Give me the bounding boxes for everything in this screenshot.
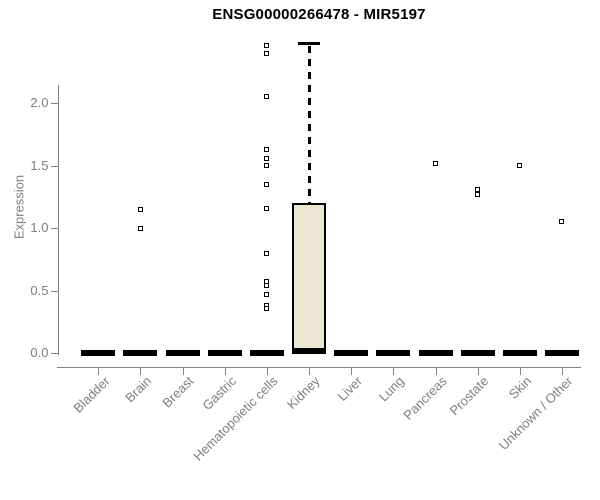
median-bar: [376, 350, 411, 356]
y-tick-label: 0.5: [30, 282, 49, 298]
x-tick: [224, 368, 226, 375]
x-tick: [309, 368, 311, 375]
outlier-point: [137, 225, 143, 231]
outlier-point: [559, 219, 565, 225]
x-tick-label: Lung: [376, 373, 408, 405]
y-axis-line: [57, 85, 59, 355]
outlier-point: [264, 250, 270, 256]
x-tick: [351, 368, 353, 375]
outlier-point: [264, 146, 270, 152]
outlier-point: [264, 305, 270, 311]
median-bar: [123, 350, 158, 356]
x-tick: [561, 368, 563, 375]
outlier-point: [264, 181, 270, 187]
x-tick-label: Kidney: [284, 373, 323, 413]
outlier-point: [264, 43, 270, 48]
whisker-line: [307, 46, 311, 203]
x-tick: [182, 368, 184, 375]
x-tick-label: Pancreas: [399, 373, 450, 423]
outlier-point: [264, 163, 270, 168]
median-bar: [418, 350, 453, 356]
chart-title: ENSG00000266478 - MIR5197: [212, 6, 426, 23]
outlier-point: [433, 160, 438, 166]
y-tick-label: 1.0: [30, 220, 49, 235]
x-tick-label: Prostate: [446, 373, 492, 419]
outlier-point: [264, 94, 270, 100]
y-tick: [50, 353, 58, 354]
outlier-point: [264, 205, 270, 211]
x-tick: [266, 368, 268, 375]
x-tick-label: Brain: [122, 373, 155, 406]
median-bar: [460, 350, 495, 356]
outlier-point: [475, 186, 481, 192]
median-bar: [249, 350, 284, 356]
whisker-cap: [298, 42, 321, 45]
outlier-point: [137, 206, 143, 212]
median-bar: [334, 350, 369, 356]
y-tick-label: 1.5: [30, 157, 49, 173]
x-tick-label: Liver: [334, 373, 366, 404]
median-bar: [502, 350, 537, 356]
y-tick-label: 2.0: [30, 95, 49, 110]
x-tick: [519, 368, 521, 375]
x-tick: [140, 368, 142, 375]
x-tick-label: Breast: [159, 373, 197, 411]
median-bar: [544, 350, 579, 356]
median-bar: [292, 347, 327, 354]
median-bar: [165, 350, 200, 356]
y-tick: [50, 228, 58, 229]
outlier-point: [517, 163, 523, 168]
median-bar: [207, 350, 242, 356]
x-axis-line: [57, 367, 581, 368]
x-tick: [477, 368, 479, 375]
x-tick-label: Bladder: [69, 373, 113, 416]
median-bar: [81, 350, 116, 356]
y-tick: [50, 165, 58, 167]
x-tick-label: Hematopoietic cells: [190, 373, 281, 464]
outlier-point: [264, 155, 270, 161]
outlier-point: [264, 291, 270, 297]
x-tick: [98, 368, 100, 375]
box-kidney: [292, 203, 327, 353]
outlier-point: [264, 283, 270, 288]
outlier-point: [264, 50, 270, 56]
y-tick-label: 0.0: [30, 345, 49, 360]
y-tick: [50, 290, 58, 292]
outlier-point: [475, 191, 481, 197]
y-tick: [50, 103, 58, 104]
x-tick: [435, 368, 437, 375]
x-tick-label: Gastric: [198, 373, 239, 414]
x-tick-label: Skin: [505, 373, 534, 402]
x-tick: [393, 368, 395, 375]
x-tick-label: Unknown / Other: [496, 373, 576, 453]
